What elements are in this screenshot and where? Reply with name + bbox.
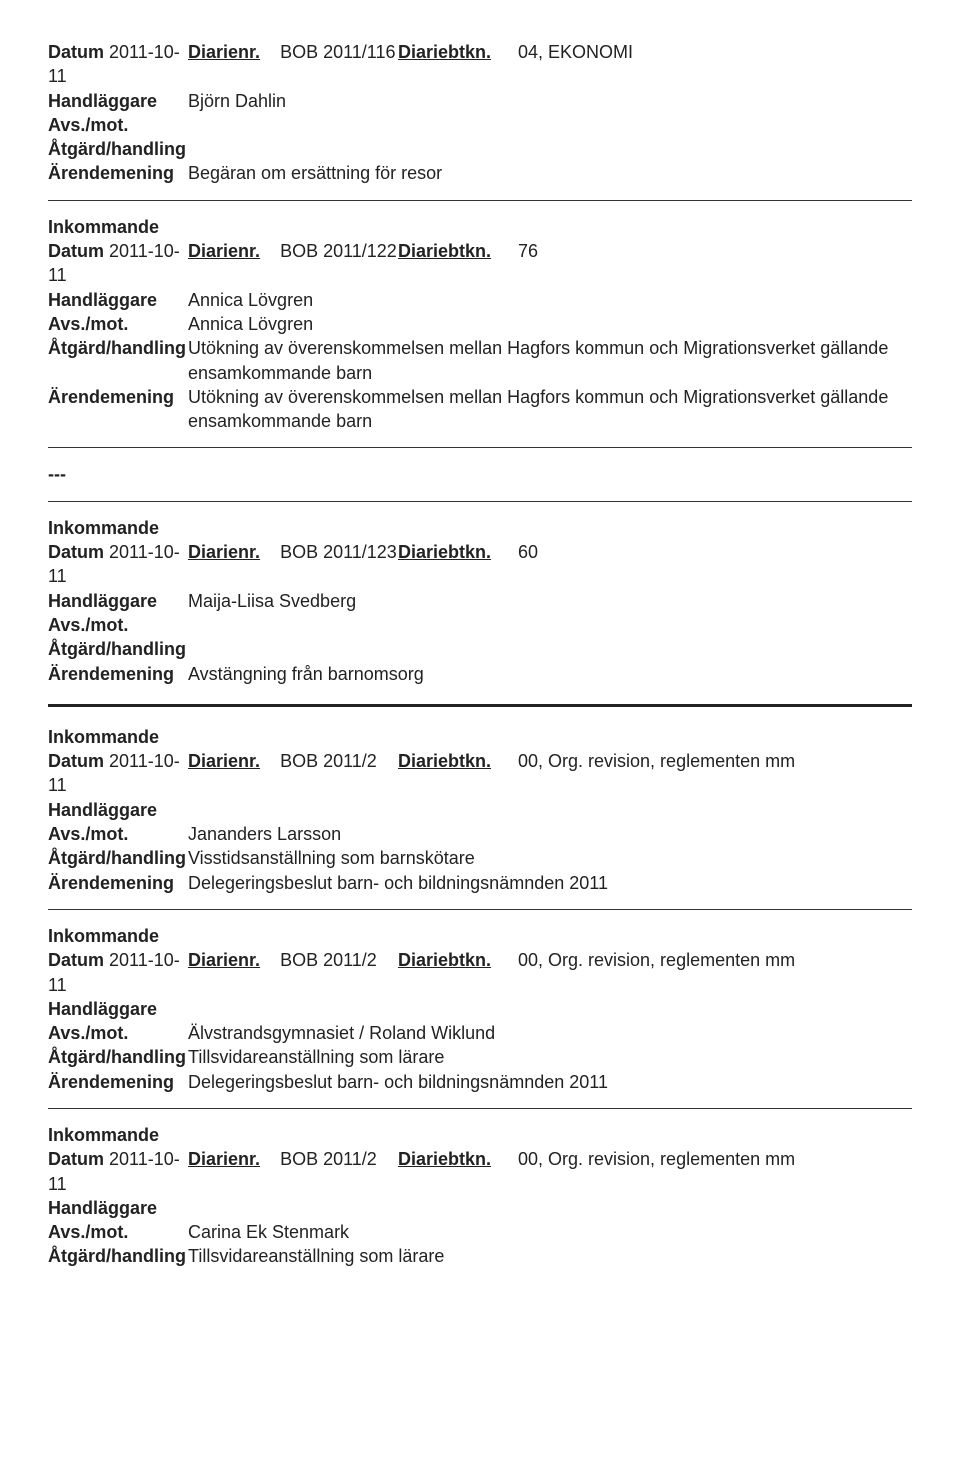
divider (48, 447, 912, 448)
divider (48, 1108, 912, 1109)
val-diariebtkn: 76 (518, 239, 912, 263)
lbl-datum: Datum (48, 42, 104, 62)
lbl-datum: Datum (48, 1149, 104, 1169)
lbl-atgard: Åtgärd/handling (48, 336, 188, 385)
lbl-inkommande: Inkommande (48, 516, 159, 540)
lbl-datum: Datum (48, 950, 104, 970)
lbl-datum: Datum (48, 241, 104, 261)
lbl-avsmot: Avs./mot. (48, 613, 128, 637)
lbl-diariebtkn: Diariebtkn. (398, 950, 491, 970)
triple-dash: --- (48, 462, 912, 486)
val-handlaggare: Björn Dahlin (188, 89, 286, 113)
lbl-diariebtkn: Diariebtkn. (398, 751, 491, 771)
lbl-diarienr: Diarienr. (188, 751, 260, 771)
val-atgard: Visstidsanställning som barnskötare (188, 846, 912, 870)
lbl-avsmot: Avs./mot. (48, 1220, 188, 1244)
lbl-diarienr: Diarienr. (188, 1149, 260, 1169)
lbl-inkommande: Inkommande (48, 924, 159, 948)
lbl-diarienr: Diarienr. (188, 950, 260, 970)
lbl-diariebtkn: Diariebtkn. (398, 42, 491, 62)
val-handlaggare: Annica Lövgren (188, 288, 313, 312)
val-avsmot: Carina Ek Stenmark (188, 1220, 349, 1244)
val-arendemening: Delegeringsbeslut barn- och bildningsnäm… (188, 1070, 912, 1094)
lbl-diariebtkn: Diariebtkn. (398, 241, 491, 261)
lbl-inkommande: Inkommande (48, 1123, 159, 1147)
divider (48, 200, 912, 201)
val-diarienr: BOB 2011/2 (280, 1149, 377, 1169)
entry-4: Inkommande Datum 2011-10- Diarienr. BOB … (48, 725, 912, 895)
val-avsmot: Jananders Larsson (188, 822, 341, 846)
divider-thick (48, 704, 912, 707)
lbl-inkommande: Inkommande (48, 215, 159, 239)
lbl-inkommande: Inkommande (48, 725, 159, 749)
divider (48, 501, 912, 502)
lbl-atgard: Åtgärd/handling (48, 1244, 188, 1268)
lbl-datum: Datum (48, 542, 104, 562)
val-diarienr: BOB 2011/2 (280, 950, 377, 970)
lbl-avsmot: Avs./mot. (48, 1021, 188, 1045)
entry-3: Inkommande Datum 2011-10- Diarienr. BOB … (48, 516, 912, 686)
lbl-datum: Datum (48, 751, 104, 771)
val-arendemening: Avstängning från barnomsorg (188, 662, 424, 686)
lbl-avsmot: Avs./mot. (48, 312, 188, 336)
val-atgard: Tillsvidareanställning som lärare (188, 1045, 912, 1069)
lbl-handlaggare: Handläggare (48, 997, 157, 1021)
lbl-arendemening: Ärendemening (48, 1070, 188, 1094)
lbl-atgard: Åtgärd/handling (48, 1045, 188, 1069)
lbl-diarienr: Diarienr. (188, 542, 260, 562)
val-diariebtkn: 00, Org. revision, reglementen mm (518, 948, 912, 972)
lbl-avsmot: Avs./mot. (48, 822, 188, 846)
val-diarienr: BOB 2011/116 (280, 42, 395, 62)
lbl-diarienr: Diarienr. (188, 241, 260, 261)
val-avsmot: Älvstrandsgymnasiet / Roland Wiklund (188, 1021, 495, 1045)
lbl-arendemening: Ärendemening (48, 662, 188, 686)
val-diarienr: BOB 2011/2 (280, 751, 377, 771)
divider (48, 909, 912, 910)
lbl-atgard: Åtgärd/handling (48, 637, 186, 661)
val-diarienr: BOB 2011/122 (280, 241, 397, 261)
entry-5: Inkommande Datum 2011-10- Diarienr. BOB … (48, 924, 912, 1094)
entry-6: Inkommande Datum 2011-10- Diarienr. BOB … (48, 1123, 912, 1269)
lbl-diarienr: Diarienr. (188, 42, 260, 62)
val-diariebtkn: 60 (518, 540, 912, 564)
val-arendemening: Utökning av överenskommelsen mellan Hagf… (188, 385, 912, 434)
lbl-handlaggare: Handläggare (48, 288, 188, 312)
val-diariebtkn: 00, Org. revision, reglementen mm (518, 749, 912, 773)
lbl-handlaggare: Handläggare (48, 1196, 157, 1220)
lbl-handlaggare: Handläggare (48, 589, 188, 613)
val-arendemening: Begäran om ersättning för resor (188, 161, 442, 185)
lbl-handlaggare: Handläggare (48, 89, 188, 113)
val-atgard: Utökning av överenskommelsen mellan Hagf… (188, 336, 912, 385)
val-diariebtkn: 04, EKONOMI (518, 40, 912, 64)
lbl-atgard: Åtgärd/handling (48, 137, 186, 161)
lbl-diariebtkn: Diariebtkn. (398, 1149, 491, 1169)
lbl-arendemening: Ärendemening (48, 385, 188, 434)
val-diarienr: BOB 2011/123 (280, 542, 397, 562)
lbl-diariebtkn: Diariebtkn. (398, 542, 491, 562)
entry-2: Inkommande Datum 2011-10- Diarienr. BOB … (48, 215, 912, 434)
lbl-avsmot: Avs./mot. (48, 113, 128, 137)
lbl-handlaggare: Handläggare (48, 798, 157, 822)
val-atgard: Tillsvidareanställning som lärare (188, 1244, 912, 1268)
val-handlaggare: Maija-Liisa Svedberg (188, 589, 356, 613)
lbl-arendemening: Ärendemening (48, 161, 188, 185)
val-diariebtkn: 00, Org. revision, reglementen mm (518, 1147, 912, 1171)
entry-1: Datum 2011-10- Diarienr. BOB 2011/116 Di… (48, 40, 912, 186)
lbl-atgard: Åtgärd/handling (48, 846, 188, 870)
val-arendemening: Delegeringsbeslut barn- och bildningsnäm… (188, 871, 912, 895)
val-avsmot: Annica Lövgren (188, 312, 313, 336)
lbl-arendemening: Ärendemening (48, 871, 188, 895)
